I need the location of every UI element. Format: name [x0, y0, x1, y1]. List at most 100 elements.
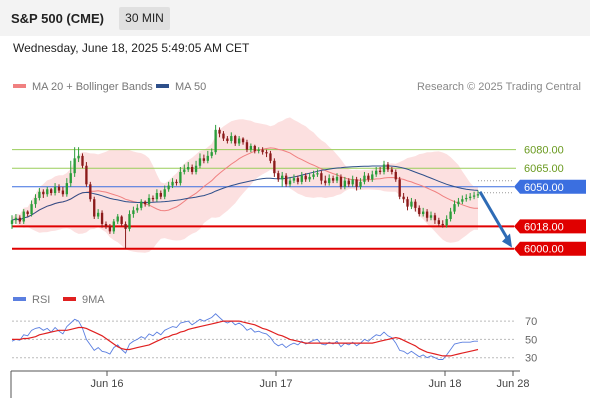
candle-body: [292, 178, 296, 181]
candle-body: [355, 179, 358, 187]
candle-body: [128, 214, 131, 229]
candle-body: [390, 169, 394, 172]
candle-body: [116, 216, 119, 222]
candle-body: [324, 180, 327, 184]
candle-body: [351, 179, 354, 185]
candle-body: [265, 152, 268, 154]
candle-body: [218, 129, 221, 134]
rsi-line: [11, 313, 478, 360]
candle-body: [300, 175, 303, 182]
candle-body: [34, 197, 37, 205]
legend-swatch-1: [156, 84, 169, 88]
candle-body: [445, 219, 448, 226]
rsi-legend-swatch-0: [13, 297, 26, 301]
candle-body: [320, 173, 323, 181]
candle-body: [100, 212, 104, 224]
candle-body: [261, 149, 264, 153]
candle-body: [410, 201, 413, 207]
timeframe-badge[interactable]: 30 MIN: [119, 7, 170, 30]
candle-body: [187, 167, 190, 170]
candle-body: [312, 174, 315, 177]
candle-body: [316, 173, 319, 175]
candle-body: [108, 226, 112, 232]
level-label-2: 6050.00: [524, 182, 564, 194]
candle-body: [453, 204, 456, 212]
candle-body: [18, 217, 22, 222]
candle-body: [363, 175, 366, 182]
candle-body: [402, 196, 405, 200]
candle-body: [22, 211, 25, 222]
candle-body: [230, 136, 233, 141]
candle-body: [26, 211, 29, 215]
candle-body: [159, 193, 162, 197]
candle-body: [10, 220, 14, 224]
candle-body: [406, 199, 409, 207]
candle-body: [61, 190, 65, 195]
candle-body: [449, 211, 452, 219]
candle-body: [132, 210, 135, 215]
rsi-tick-label-2: 30: [525, 353, 537, 365]
candle-body: [328, 178, 331, 184]
candle-body: [277, 173, 280, 180]
candle-body: [163, 189, 166, 197]
candle-body: [343, 180, 347, 187]
candle-body: [375, 170, 378, 175]
candle-body: [296, 178, 300, 182]
rsi-legend-label-1: 9MA: [82, 294, 105, 306]
candle-body: [46, 189, 49, 195]
candle-body: [347, 180, 350, 185]
candle-body: [284, 175, 288, 185]
candle-body: [425, 211, 429, 218]
x-tick-label-0: Jun 16: [90, 378, 123, 390]
rsi-tick-label-0: 70: [525, 316, 537, 328]
report-datetime: Wednesday, June 18, 2025 5:49:05 AM CET: [13, 41, 250, 55]
candle-body: [214, 129, 217, 153]
candle-body: [77, 155, 80, 159]
candle-body: [367, 175, 370, 180]
legend-label-0: MA 20 + Bollinger Bands: [32, 81, 153, 93]
level-tag-3: [514, 219, 586, 234]
candle-body: [120, 216, 123, 224]
candle-body: [386, 164, 390, 170]
candle-body: [281, 175, 284, 180]
candle-body: [257, 149, 260, 151]
candle-body: [441, 223, 444, 226]
candle-body: [136, 207, 139, 211]
candle-body: [30, 204, 33, 215]
candle-body: [206, 155, 209, 161]
candle-body: [472, 195, 476, 197]
candle-body: [42, 191, 45, 195]
candle-body: [465, 197, 468, 200]
candle-body: [234, 136, 237, 144]
candle-body: [304, 175, 307, 180]
candle-body: [335, 176, 339, 181]
candle-body: [140, 201, 143, 208]
header-bar: [0, 0, 590, 36]
candle-body: [433, 215, 437, 221]
candle-body: [14, 217, 18, 221]
candle-body: [269, 153, 272, 161]
candle-body: [65, 183, 68, 195]
candle-body: [112, 221, 115, 232]
candle-body: [73, 158, 76, 174]
candle-body: [57, 186, 61, 191]
candle-body: [151, 197, 155, 200]
candle-body: [147, 197, 151, 205]
candle-body: [308, 176, 311, 180]
candle-body: [104, 223, 108, 227]
x-tick-label-1: Jun 17: [259, 378, 292, 390]
candle-body: [124, 223, 127, 229]
candle-body: [38, 191, 41, 198]
candle-body: [437, 220, 441, 224]
bollinger-band-area: [12, 117, 478, 253]
candle-body: [198, 158, 202, 166]
candle-body: [81, 155, 84, 166]
candle-body: [183, 169, 186, 172]
level-label-3: 6018.00: [524, 221, 564, 233]
level-tag-2: [514, 179, 586, 194]
candle-body: [371, 174, 374, 180]
candle-body: [331, 178, 335, 181]
candle-body: [241, 138, 245, 143]
candle-body: [394, 171, 397, 180]
candle-body: [457, 201, 460, 205]
